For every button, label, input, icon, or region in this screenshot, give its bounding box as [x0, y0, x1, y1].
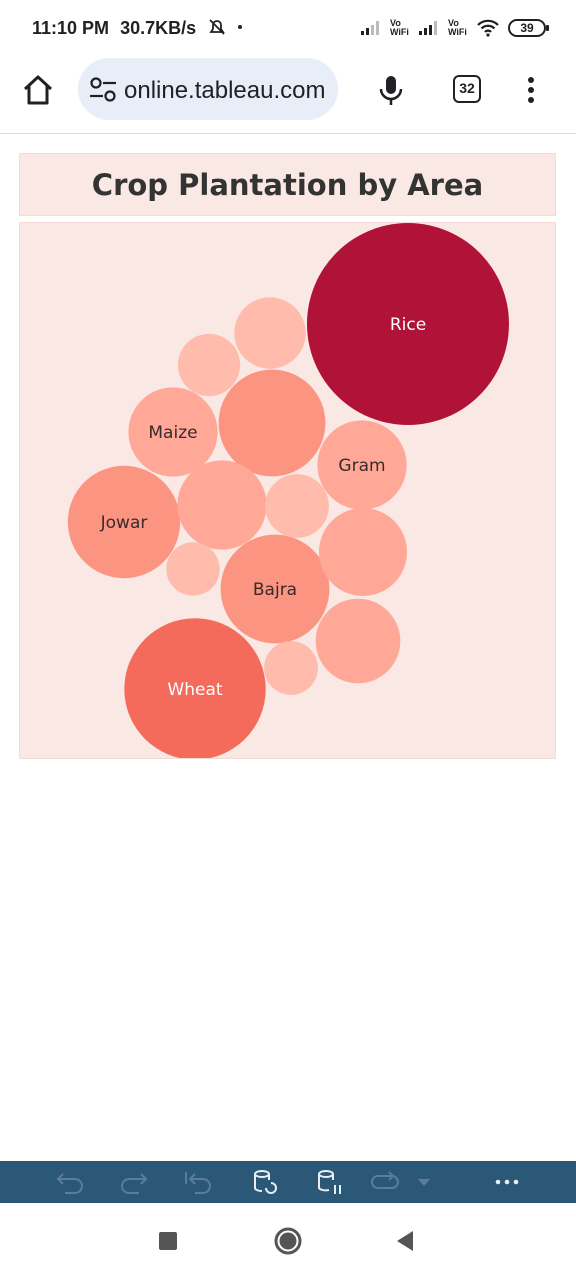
- microphone-icon[interactable]: [376, 72, 406, 108]
- bubble-label-wheat: Wheat: [167, 680, 222, 700]
- battery-icon: 39: [508, 19, 549, 37]
- site-settings-icon[interactable]: [88, 76, 118, 104]
- more-options-icon[interactable]: [492, 1168, 522, 1196]
- replay-icon[interactable]: [370, 1168, 400, 1196]
- bubble-wheat[interactable]: [124, 618, 266, 759]
- signal-icon: [419, 21, 437, 35]
- wifi-icon: [477, 19, 499, 37]
- bubble-jowar[interactable]: [67, 465, 181, 579]
- bubble-label-jowar: Jowar: [100, 513, 148, 533]
- bubble-gram[interactable]: [317, 420, 407, 510]
- bubble-unlabeled-13[interactable]: [264, 641, 318, 695]
- refresh-data-icon[interactable]: [250, 1168, 280, 1196]
- status-right: Vo WiFi Vo WiFi 39: [360, 16, 549, 40]
- dropdown-icon[interactable]: [413, 1168, 435, 1196]
- dot-icon: [238, 25, 243, 29]
- revert-icon[interactable]: [183, 1168, 213, 1196]
- mute-bell-icon: [209, 19, 225, 35]
- bubble-label-maize: Maize: [148, 423, 197, 443]
- bubble-label-rice: Rice: [390, 315, 426, 335]
- signal-icon: [361, 21, 379, 35]
- home-icon[interactable]: [20, 72, 56, 108]
- recents-icon[interactable]: [152, 1225, 184, 1257]
- bubble-bajra[interactable]: [220, 534, 330, 644]
- net-label-1: Vo WiFi: [390, 18, 409, 37]
- url-text[interactable]: online.tableau.com: [124, 77, 326, 104]
- bubble-unlabeled-9[interactable]: [315, 598, 401, 684]
- undo-icon[interactable]: [55, 1168, 85, 1196]
- page-title: Crop Plantation by Area: [91, 168, 484, 202]
- bubble-unlabeled-4[interactable]: [218, 369, 326, 477]
- bubble-chart-panel[interactable]: Rice Wheat Jowar Bajra Gram Maize: [19, 222, 556, 759]
- net-label-2: Vo WiFi: [448, 18, 467, 37]
- tableau-toolbar: [0, 1161, 576, 1203]
- android-nav-bar: [0, 1203, 576, 1280]
- bubble-chart[interactable]: Rice Wheat Jowar Bajra Gram Maize: [20, 223, 556, 759]
- pause-updates-icon[interactable]: [315, 1168, 345, 1196]
- redo-icon[interactable]: [119, 1168, 149, 1196]
- bubble-unlabeled-11[interactable]: [265, 474, 329, 538]
- bubble-unlabeled-8[interactable]: [319, 508, 407, 596]
- network-speed: 30.7KB/s: [120, 18, 197, 38]
- status-left: 11:10 PM 30.7KB/s: [32, 17, 244, 39]
- bubble-label-bajra: Bajra: [253, 580, 297, 600]
- bubble-rice[interactable]: [307, 223, 509, 425]
- bubble-label-gram: Gram: [338, 456, 385, 476]
- bubble-unlabeled-12[interactable]: [177, 333, 241, 397]
- tabs-icon[interactable]: 32: [453, 75, 481, 103]
- home-circle-icon[interactable]: [272, 1225, 304, 1257]
- clock: 11:10 PM: [32, 18, 110, 38]
- more-vert-icon[interactable]: [520, 72, 542, 108]
- back-icon[interactable]: [388, 1225, 420, 1257]
- status-bar: 11:10 PM 30.7KB/s Vo WiFi Vo WiFi 39: [0, 0, 576, 56]
- bubble-unlabeled-10[interactable]: [234, 297, 306, 369]
- browser-toolbar: online.tableau.com 32: [0, 56, 576, 134]
- bubble-unlabeled-7[interactable]: [177, 460, 267, 550]
- bubble-maize[interactable]: [128, 387, 218, 477]
- bubble-unlabeled-14[interactable]: [166, 542, 220, 596]
- address-bar[interactable]: online.tableau.com: [78, 58, 338, 120]
- dashboard-title-panel: Crop Plantation by Area: [19, 153, 556, 216]
